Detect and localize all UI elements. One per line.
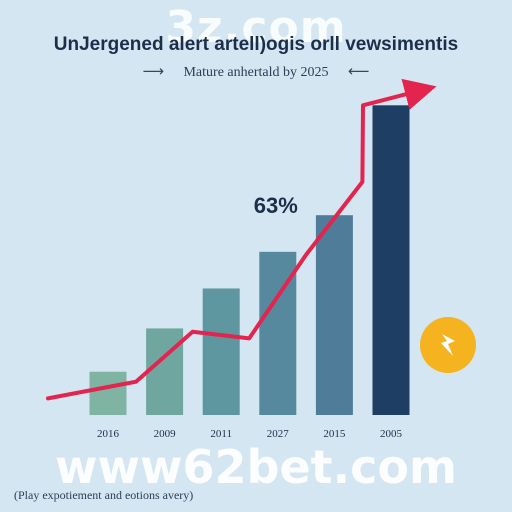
chart-title: UnJergened alert artell)ogis orll vewsim… <box>53 34 459 55</box>
subtitle-row: ⟶ Mature anhertald by 2025 ⟵ <box>0 62 512 81</box>
x-tick-label: 2027 <box>267 428 290 440</box>
x-tick-label: 2011 <box>210 428 232 440</box>
arrow-right-icon: ⟶ <box>142 62 164 80</box>
watermark-top: 3z.com <box>165 2 347 53</box>
bar-2016 <box>89 371 127 415</box>
watermark-bottom: www62bet.com <box>55 440 457 494</box>
lightning-bolt-icon <box>441 334 455 356</box>
bar-2015 <box>315 215 353 415</box>
data-annotation: 63% <box>254 193 298 218</box>
bar-2005 <box>372 105 410 415</box>
trend-line <box>46 78 437 401</box>
bar-2009 <box>146 328 184 415</box>
arrow-left-icon: ⟵ <box>348 62 370 80</box>
bar-2011 <box>202 288 240 415</box>
x-tick-label: 2005 <box>380 428 403 440</box>
x-tick-label: 2015 <box>323 428 346 440</box>
footnote: (Play expotiement and eotions avery) <box>14 488 194 502</box>
lightning-badge <box>420 317 476 373</box>
x-tick-label: 2016 <box>97 428 120 440</box>
chart-subtitle: Mature anhertald by 2025 <box>183 65 329 80</box>
x-tick-label: 2009 <box>154 428 177 440</box>
